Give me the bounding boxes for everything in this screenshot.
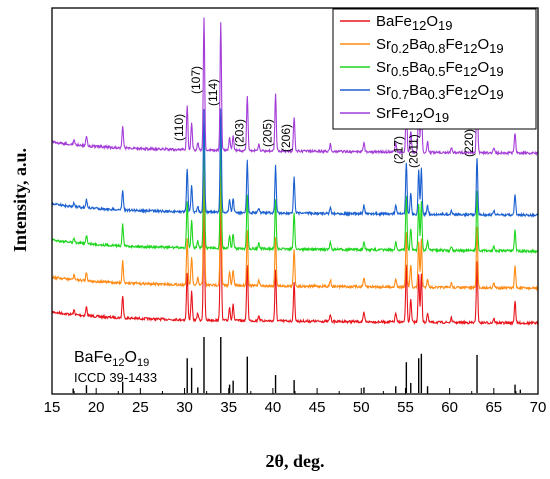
series-line-1 xyxy=(51,206,539,327)
y-axis-title: Intensity, a.u. xyxy=(10,148,30,252)
formula-subscript: 12 xyxy=(409,110,423,125)
peak-label: (205) xyxy=(261,119,275,147)
formula-subscript: 19 xyxy=(137,357,149,369)
formula-text: O xyxy=(426,13,438,30)
formula-text: Sr xyxy=(376,59,391,76)
legend: BaFe12O19Sr0.2Ba0.8Fe12O19Sr0.5Ba0.5Fe12… xyxy=(332,8,537,130)
formula-text: Sr xyxy=(376,36,391,53)
formula-subscript: 12 xyxy=(463,41,477,56)
formula-text: BaFe xyxy=(376,13,412,30)
peak-label: (110) xyxy=(172,114,186,141)
x-tick-label: 30 xyxy=(176,399,193,416)
formula-text: O xyxy=(478,36,490,53)
formula-text: Fe xyxy=(446,59,464,76)
formula-subscript: 0.3 xyxy=(427,87,445,102)
series-line-2 xyxy=(51,174,539,292)
peak-label: (206) xyxy=(279,124,293,152)
formula-text: O xyxy=(478,59,490,76)
peak-label: (114) xyxy=(206,79,220,106)
formula-text: Ba xyxy=(409,36,428,53)
x-tick-label: 70 xyxy=(530,399,547,416)
formula-text: O xyxy=(423,105,435,122)
formula-subscript: 19 xyxy=(435,110,449,125)
formula-subscript: 19 xyxy=(489,64,503,79)
series-line-5 xyxy=(51,17,539,157)
formula-subscript: 12 xyxy=(412,18,426,33)
formula-text: Fe xyxy=(446,36,464,53)
formula-text: SrFe xyxy=(376,105,409,122)
formula-subscript: 0.7 xyxy=(391,87,409,102)
formula-subscript: 12 xyxy=(112,357,124,369)
legend-label: SrFe12O19 xyxy=(376,105,449,125)
legend-box xyxy=(332,8,537,130)
formula-subscript: 19 xyxy=(438,18,452,33)
x-axis: 15 20 25 30 35 40 45 50 55 60 65 70 xyxy=(44,388,547,416)
x-tick-label: 40 xyxy=(265,399,282,416)
formula-text: BaFe xyxy=(74,349,112,366)
reference-compound: BaFe12O19 xyxy=(74,349,149,369)
reference-pattern xyxy=(72,337,522,393)
peak-label: (203) xyxy=(232,119,246,147)
legend-label: Sr0.7Ba0.3Fe12O19 xyxy=(376,82,504,102)
formula-subscript: 12 xyxy=(463,64,477,79)
x-tick-label: 50 xyxy=(353,399,370,416)
series-line-3 xyxy=(51,138,539,255)
peak-label: (2011) xyxy=(406,134,420,168)
peak-label: (217) xyxy=(391,136,405,164)
x-tick-label: 35 xyxy=(220,399,237,416)
x-tick-label: 25 xyxy=(132,399,149,416)
formula-text: Ba xyxy=(409,59,428,76)
x-axis-title: 2θ, deg. xyxy=(266,451,325,471)
formula-text: Ba xyxy=(409,82,428,99)
x-tick-label: 15 xyxy=(44,399,61,416)
formula-subscript: 0.5 xyxy=(391,64,409,79)
formula-subscript: 12 xyxy=(463,87,477,102)
formula-text: O xyxy=(125,349,137,366)
x-tick-label: 65 xyxy=(485,399,502,416)
peak-labels: (110) (107) (114) (203) (205) (206) (217) (2011… xyxy=(172,66,476,168)
peak-label: (107) xyxy=(189,66,203,94)
formula-subscript: 19 xyxy=(489,87,503,102)
legend-label: Sr0.2Ba0.8Fe12O19 xyxy=(376,36,504,56)
legend-label: BaFe12O19 xyxy=(376,13,452,33)
reference-card: ICCD 39-1433 xyxy=(74,370,157,385)
formula-subscript: 0.8 xyxy=(427,41,445,56)
formula-subscript: 19 xyxy=(489,41,503,56)
legend-label: Sr0.5Ba0.5Fe12O19 xyxy=(376,59,504,79)
formula-subscript: 0.5 xyxy=(427,64,445,79)
x-tick-label: 45 xyxy=(309,399,326,416)
x-tick-label: 20 xyxy=(88,399,105,416)
peak-label: (220) xyxy=(462,129,476,157)
series-layer xyxy=(51,17,539,327)
series-line-4 xyxy=(51,108,539,218)
formula-text: Fe xyxy=(446,82,464,99)
formula-text: Sr xyxy=(376,82,391,99)
formula-subscript: 0.2 xyxy=(391,41,409,56)
x-tick-label: 55 xyxy=(397,399,414,416)
x-tick-label: 60 xyxy=(441,399,458,416)
formula-text: O xyxy=(478,82,490,99)
